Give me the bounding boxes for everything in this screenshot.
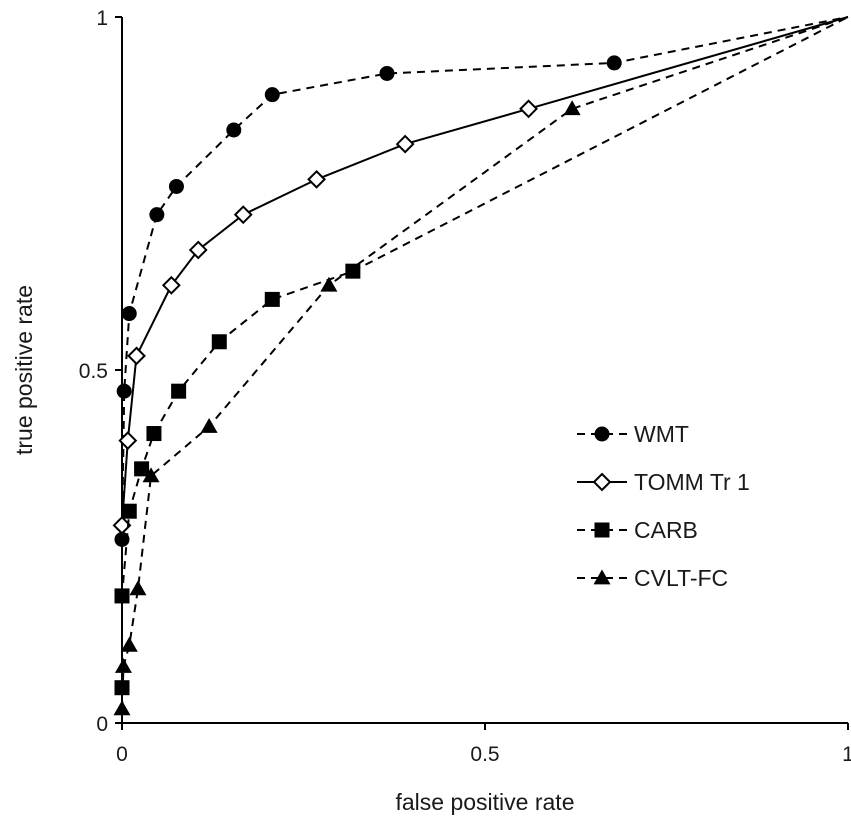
data-point-cvlt-fc [115, 658, 132, 673]
data-point-cvlt-fc [129, 580, 146, 595]
series-layer [114, 17, 849, 723]
series-line-carb [122, 17, 848, 723]
data-point-wmt [226, 122, 241, 137]
legend-marker [595, 427, 610, 442]
data-point-carb [134, 461, 149, 476]
series-line-cvlt-fc [122, 17, 848, 723]
data-point-tomm-tr-1 [397, 136, 413, 152]
x-tick-label: 0.5 [470, 743, 499, 766]
y-tick-label: 1 [96, 7, 108, 30]
legend-marker [594, 474, 610, 490]
data-point-tomm-tr-1 [163, 277, 179, 293]
legend-item-cvlt-fc: CVLT-FC [577, 565, 728, 591]
legend-label: WMT [634, 421, 689, 447]
data-point-wmt [169, 179, 184, 194]
y-tick-label: 0.5 [79, 360, 108, 383]
legend-item-tomm-tr-1: TOMM Tr 1 [577, 469, 750, 495]
data-point-wmt [265, 87, 280, 102]
data-point-tomm-tr-1 [309, 171, 325, 187]
series-line-wmt [122, 17, 848, 723]
legend-marker [595, 523, 610, 538]
data-point-wmt [379, 66, 394, 81]
legend: WMT TOMM Tr 1 CARB CVLT-FC [577, 421, 750, 591]
legend-marker [594, 570, 611, 585]
legend-item-wmt: WMT [577, 421, 689, 447]
data-point-cvlt-fc [114, 700, 131, 715]
y-axis-label: true positive rate [11, 285, 37, 455]
data-point-cvlt-fc [121, 637, 138, 652]
y-tick-label: 0 [96, 713, 108, 736]
x-tick-label: 1 [842, 743, 851, 766]
legend-label: TOMM Tr 1 [634, 469, 750, 495]
data-point-carb [265, 292, 280, 307]
data-point-carb [146, 426, 161, 441]
data-point-cvlt-fc [320, 277, 337, 292]
axes: 0 0.5 1 00.51 [79, 7, 851, 766]
x-ticks: 0 0.5 1 [116, 723, 851, 766]
data-point-wmt [607, 55, 622, 70]
data-point-wmt [122, 306, 137, 321]
data-point-tomm-tr-1 [521, 101, 537, 117]
legend-label: CVLT-FC [634, 565, 728, 591]
data-point-wmt [117, 384, 132, 399]
data-point-carb [122, 504, 137, 519]
data-point-carb [115, 588, 130, 603]
data-point-carb [171, 384, 186, 399]
legend-label: CARB [634, 517, 698, 543]
series-tomm-tr-1 [114, 17, 848, 723]
x-tick-label: 0 [116, 743, 128, 766]
data-point-wmt [149, 207, 164, 222]
series-line-tomm-tr-1 [122, 17, 848, 723]
x-axis-label: false positive rate [396, 789, 575, 815]
data-point-cvlt-fc [201, 418, 218, 433]
data-point-carb [212, 334, 227, 349]
y-ticks: 00.51 [79, 7, 122, 736]
data-point-tomm-tr-1 [129, 348, 145, 364]
legend-item-carb: CARB [577, 517, 698, 543]
